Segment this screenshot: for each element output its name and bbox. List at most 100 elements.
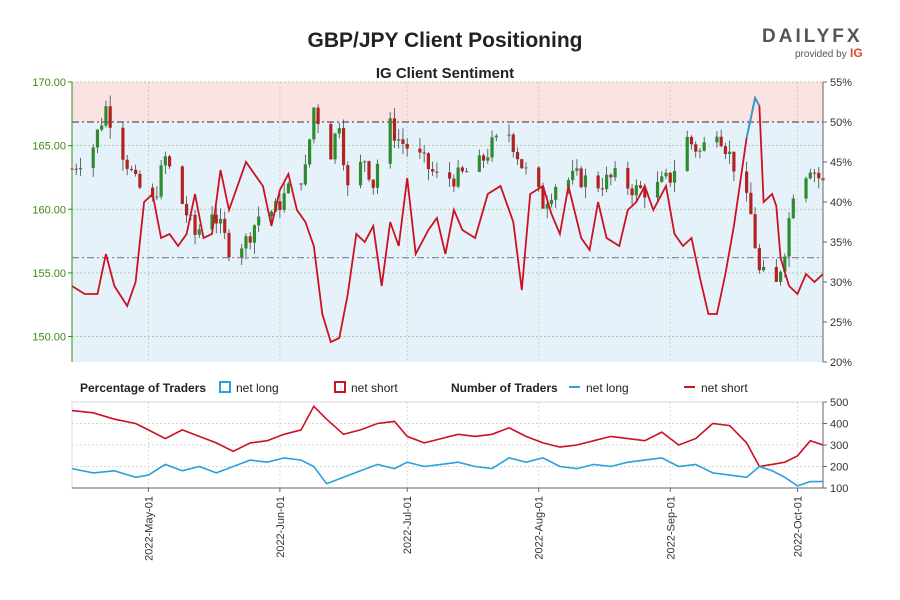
candle-body	[664, 172, 668, 177]
candle-body	[515, 151, 520, 160]
candle-body	[78, 167, 83, 170]
count-tick-label: 300	[830, 440, 848, 452]
legend-net-short-label: net short	[351, 381, 398, 395]
legend-net-short-swatch	[334, 381, 346, 393]
candle-body	[329, 124, 333, 160]
candle-body	[278, 201, 282, 210]
percentage-tick-label: 35%	[830, 237, 852, 249]
candle-body	[655, 181, 660, 198]
candle-body	[358, 161, 363, 186]
date-tick-label: 2022-Jun-01	[275, 496, 287, 558]
candle-body	[333, 133, 337, 160]
percentage-axis: 20% 25% 30% 35% 40% 45% 50% 55%	[822, 77, 852, 369]
candle-body	[575, 168, 579, 171]
price-tick-label: 165.00	[32, 141, 66, 153]
candle-body	[244, 236, 248, 249]
candle-body	[481, 155, 486, 161]
candle-body	[134, 169, 138, 174]
legend-number-heading: Number of Traders	[451, 381, 558, 395]
candle-body	[435, 171, 439, 173]
candle-body	[464, 171, 469, 173]
candle-body	[341, 128, 346, 166]
candle-body	[511, 134, 515, 152]
candle-body	[761, 266, 766, 271]
candle-body	[100, 125, 104, 130]
date-tick-label: 2022-Aug-01	[534, 496, 546, 560]
candle-body	[308, 139, 312, 165]
candle-body	[91, 147, 95, 168]
chart-subtitle: IG Client Sentiment	[376, 65, 514, 82]
price-tick-label: 150.00	[32, 332, 66, 344]
candle-body	[605, 174, 609, 190]
legend-net-long-swatch	[219, 381, 231, 393]
candle-body	[668, 172, 672, 183]
net-short-count-line	[71, 404, 824, 468]
legend-count-short-label: net short	[701, 381, 748, 395]
net-long-percentage-line	[745, 95, 761, 139]
legend: Percentage of Traders net long net short…	[80, 381, 748, 395]
candle-body	[507, 134, 511, 136]
candle-body	[397, 139, 401, 141]
candle-body	[223, 218, 227, 233]
candle-body	[634, 185, 638, 196]
candle-body	[337, 128, 341, 134]
candle-body	[638, 185, 643, 188]
candle-body	[431, 169, 435, 172]
candle-body	[180, 166, 184, 204]
candle-body	[299, 183, 303, 185]
candle-body	[167, 156, 172, 167]
candle-body	[401, 139, 405, 144]
candle-body	[549, 199, 554, 205]
candle-body	[719, 136, 723, 147]
logo-brand: DAILYFX	[762, 26, 863, 47]
candle-body	[95, 129, 100, 148]
price-sentiment-plot: 150.00 155.00 160.00 165.00 170.00 20% 25% 30%…	[32, 77, 852, 369]
percentage-tick-label: 50%	[830, 117, 852, 129]
date-tick-label: 2022-May-01	[143, 496, 155, 561]
candle-body	[545, 204, 549, 209]
candle-body	[74, 168, 78, 170]
candle-body	[554, 186, 558, 200]
candle-body	[448, 172, 452, 179]
candle-body	[388, 118, 392, 164]
candle-body	[490, 137, 494, 158]
candle-body	[159, 165, 163, 197]
candle-body	[660, 176, 664, 182]
date-tick-label: 2022-Oct-01	[793, 496, 805, 557]
logo-provided-by: provided by	[795, 49, 847, 60]
candle-body	[600, 188, 604, 190]
candle-body	[728, 151, 732, 155]
count-axis: 100 200 300 400 500	[822, 397, 848, 495]
candle-body	[672, 171, 677, 183]
candle-body	[456, 167, 460, 187]
candle-body	[363, 161, 367, 163]
candle-body	[218, 218, 223, 224]
candle-body	[698, 150, 702, 152]
price-axis: 150.00 155.00 160.00 165.00 170.00	[32, 77, 73, 362]
candle-body	[808, 172, 812, 179]
candle-body	[257, 216, 261, 226]
candle-body	[371, 179, 375, 188]
candle-body	[613, 168, 617, 178]
date-tick-label: 2022-Jul-01	[402, 496, 414, 554]
candle-body	[520, 159, 524, 169]
candle-body	[757, 248, 761, 271]
candle-body	[583, 175, 587, 188]
candle-body	[791, 198, 795, 219]
candle-body	[303, 164, 307, 185]
candle-body	[694, 144, 698, 152]
date-axis: 2022-May-01 2022-Jun-01 2022-Jul-01 2022-Au…	[72, 487, 823, 561]
candle-body	[715, 136, 719, 143]
candle-body	[155, 196, 159, 198]
candle-body	[121, 127, 125, 160]
candle-body	[197, 229, 201, 235]
candle-body	[783, 256, 787, 272]
candle-body	[643, 187, 647, 198]
candle-body	[596, 175, 600, 189]
candle-body	[346, 165, 350, 186]
candle-body	[214, 214, 218, 224]
price-tick-label: 160.00	[32, 204, 66, 216]
percentage-tick-label: 40%	[830, 197, 852, 209]
candle-body	[316, 107, 320, 125]
